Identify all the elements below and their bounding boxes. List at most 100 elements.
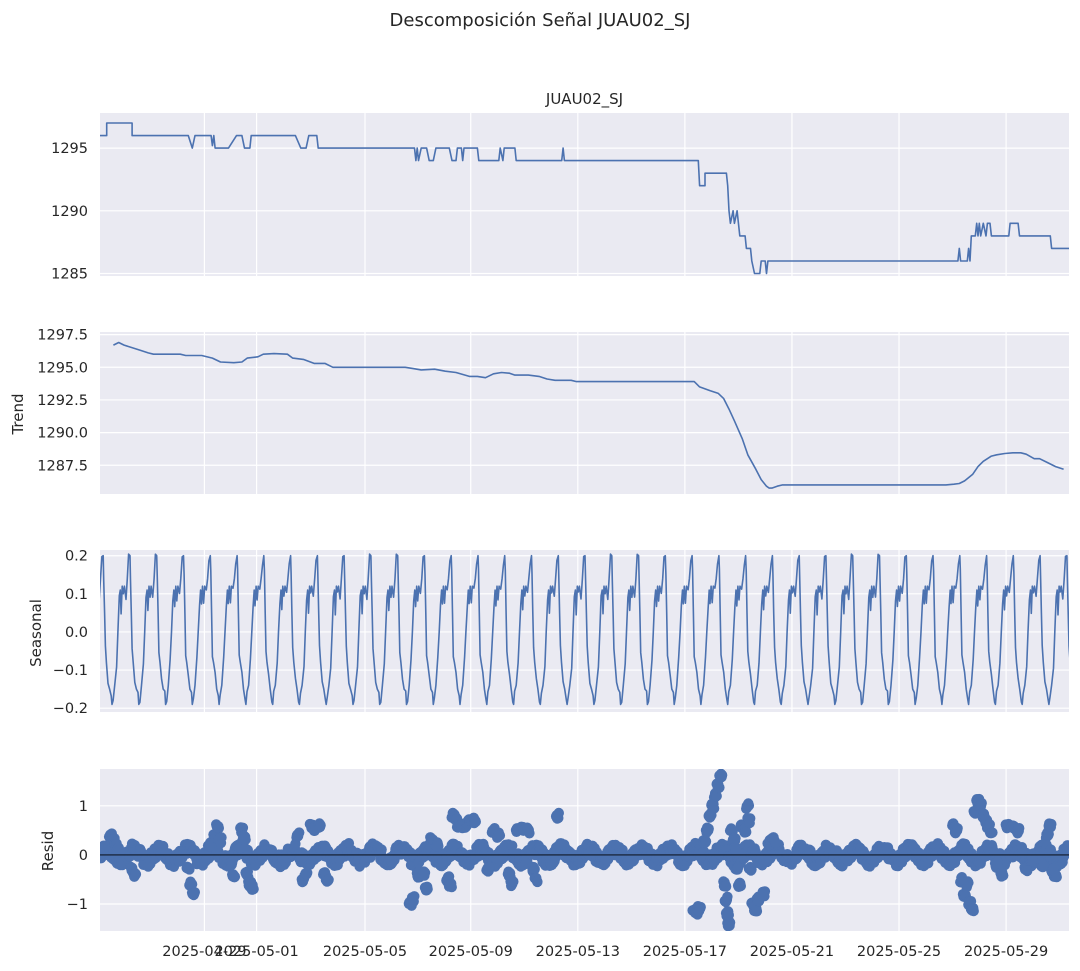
- trend-series-line: [113, 341, 1064, 489]
- resid-point: [745, 813, 756, 824]
- resid-ytick-label: −1: [67, 897, 88, 913]
- resid-point: [323, 874, 334, 885]
- resid-ytick-label: 1: [79, 799, 88, 815]
- resid-point: [952, 823, 963, 834]
- resid-point: [508, 876, 519, 887]
- resid-point: [419, 867, 431, 878]
- resid-point: [294, 827, 305, 838]
- observed-panel-title: JUAU02_SJ: [545, 90, 623, 109]
- trend-axes-background: [100, 332, 1069, 494]
- resid-point: [237, 822, 249, 833]
- resid-point: [998, 870, 1009, 881]
- resid-point: [731, 846, 742, 858]
- seasonal-ytick-label: −0.2: [53, 701, 88, 717]
- resid-point: [409, 891, 420, 902]
- resid-point: [484, 862, 495, 873]
- resid-point: [722, 891, 733, 902]
- resid-point: [184, 864, 195, 875]
- trend-ytick-label: 1287.5: [37, 458, 88, 474]
- resid-point: [553, 807, 564, 819]
- seasonal-ytick-label: 0.2: [65, 549, 88, 565]
- resid-point: [987, 827, 998, 838]
- seasonal-ylabel: Seasonal: [27, 599, 45, 667]
- resid-point: [714, 782, 725, 793]
- seasonal-series-line: [100, 553, 1069, 706]
- observed-series-line: [100, 122, 1069, 275]
- seasonal-ytick-label: 0.0: [65, 625, 88, 641]
- resid-point: [189, 887, 200, 898]
- resid-point: [213, 823, 224, 834]
- resid-point: [130, 869, 142, 880]
- resid-point: [376, 844, 387, 855]
- resid-point: [759, 886, 771, 897]
- trend-ytick-label: 1297.5: [37, 328, 88, 344]
- trend-ylabel: Trend: [9, 393, 27, 435]
- resid-point: [315, 820, 326, 831]
- trend-ytick-label: 1292.5: [37, 393, 88, 409]
- resid-point: [186, 879, 198, 890]
- resid-ytick-label: 0: [79, 848, 88, 864]
- observed-axes-background: [100, 113, 1069, 276]
- trend-panel: 1287.5 1290.0 1292.5 1295.0 1297.5: [37, 328, 1069, 494]
- seasonal-ytick-label: 0.1: [65, 587, 88, 603]
- resid-point: [1046, 818, 1057, 830]
- resid-point: [240, 834, 251, 845]
- resid-point: [751, 906, 763, 917]
- x-tick-label: 2025-05-13: [536, 944, 620, 960]
- resid-point: [695, 901, 706, 913]
- resid-point: [248, 883, 259, 895]
- x-tick-label: 2025-05-25: [857, 944, 941, 960]
- resid-point: [968, 905, 979, 917]
- resid-plot-area: [100, 769, 1069, 931]
- x-tick-label: 2025-05-09: [429, 944, 513, 960]
- resid-point: [524, 828, 535, 839]
- resid-point: [229, 871, 241, 882]
- resid-point: [724, 917, 736, 928]
- x-tick-label: 2025-05-21: [750, 944, 834, 960]
- resid-point: [730, 833, 741, 844]
- resid-point: [494, 830, 506, 841]
- resid-point: [743, 800, 755, 811]
- seasonal-plot-area: [100, 553, 1069, 706]
- resid-point: [302, 867, 313, 878]
- resid-point: [532, 876, 543, 888]
- x-tick-label: 2025-05-17: [643, 944, 727, 960]
- observed-ytick-label: 1285: [51, 266, 88, 282]
- resid-ylabel: Resid: [39, 831, 57, 871]
- trend-plot-area: [113, 341, 1064, 489]
- resid-point: [700, 836, 712, 847]
- resid-point: [1027, 855, 1038, 867]
- resid-point: [963, 877, 974, 888]
- observed-plot-area: [100, 122, 1069, 275]
- resid-point: [470, 816, 481, 827]
- resid-point: [433, 841, 444, 852]
- resid-point: [1063, 841, 1069, 852]
- resid-point: [216, 832, 227, 843]
- resid-point: [114, 846, 126, 857]
- resid-point: [732, 862, 744, 873]
- resid-point: [227, 857, 238, 868]
- resid-point: [720, 881, 732, 892]
- resid-point: [711, 790, 722, 802]
- resid-point: [770, 837, 781, 848]
- observed-ytick-label: 1290: [51, 204, 88, 220]
- resid-panel: −1 0 1: [67, 769, 1069, 931]
- resid-point: [735, 880, 746, 892]
- resid-point: [1014, 823, 1025, 834]
- trend-ytick-label: 1295.0: [37, 360, 88, 376]
- seasonal-axes-background: [100, 550, 1069, 712]
- seasonal-ytick-label: −0.1: [53, 663, 88, 679]
- x-tick-label: 2025-05-29: [964, 944, 1048, 960]
- x-tick-label: 2025-05-01: [214, 944, 298, 960]
- resid-point: [703, 823, 714, 834]
- resid-point: [741, 826, 752, 838]
- resid-point: [446, 881, 457, 893]
- resid-point: [1051, 871, 1062, 883]
- resid-point: [529, 864, 540, 875]
- trend-ytick-label: 1290.0: [37, 426, 88, 442]
- resid-point: [708, 803, 720, 814]
- observed-ytick-label: 1295: [51, 141, 88, 157]
- figure-suptitle: Descomposición Señal JUAU02_SJ: [390, 10, 691, 31]
- resid-point: [1038, 860, 1049, 871]
